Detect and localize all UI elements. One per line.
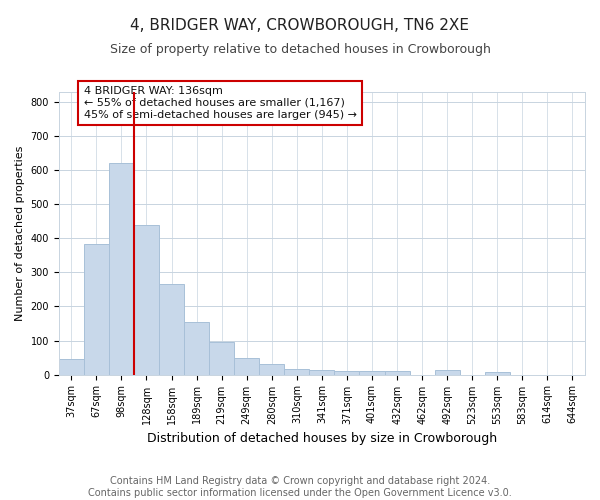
X-axis label: Distribution of detached houses by size in Crowborough: Distribution of detached houses by size … [147,432,497,445]
Text: Size of property relative to detached houses in Crowborough: Size of property relative to detached ho… [110,42,490,56]
Y-axis label: Number of detached properties: Number of detached properties [15,146,25,321]
Bar [385,371,410,374]
Bar [134,225,159,374]
Bar [334,371,359,374]
Bar [434,370,460,374]
Text: 4 BRIDGER WAY: 136sqm
← 55% of detached houses are smaller (1,167)
45% of semi-d: 4 BRIDGER WAY: 136sqm ← 55% of detached … [84,86,357,120]
Bar [159,284,184,374]
Bar [109,163,134,374]
Bar [184,322,209,374]
Bar [485,372,510,374]
Bar [359,371,385,374]
Text: Contains HM Land Registry data © Crown copyright and database right 2024.
Contai: Contains HM Land Registry data © Crown c… [88,476,512,498]
Bar [284,369,310,374]
Bar [310,370,334,374]
Bar [209,342,234,374]
Bar [84,244,109,374]
Text: 4, BRIDGER WAY, CROWBOROUGH, TN6 2XE: 4, BRIDGER WAY, CROWBOROUGH, TN6 2XE [131,18,470,32]
Bar [259,364,284,374]
Bar [59,358,84,374]
Bar [234,358,259,374]
